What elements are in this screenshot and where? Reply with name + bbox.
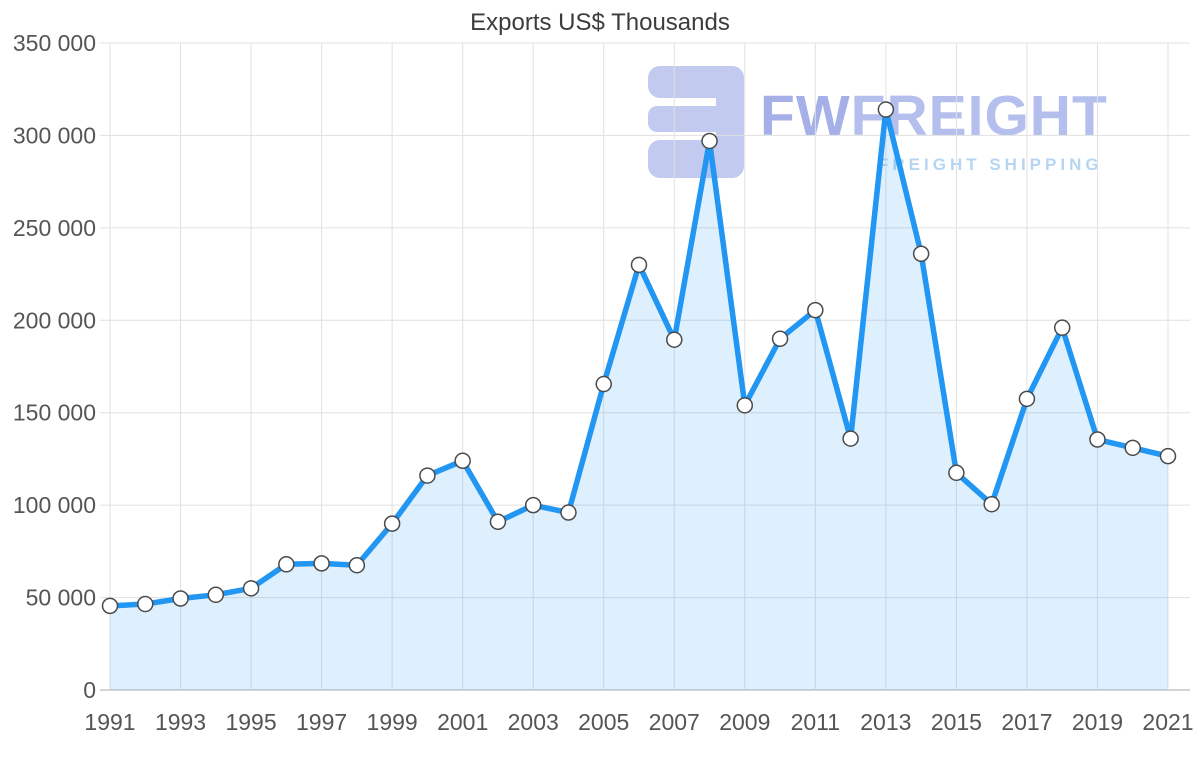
x-tick-label: 2015 (931, 709, 982, 735)
data-point-marker (383, 515, 401, 532)
data-point-markers (101, 101, 1177, 615)
x-tick-label: 2017 (1001, 709, 1052, 735)
x-tick-label: 1999 (367, 709, 418, 735)
data-point-marker (278, 556, 295, 573)
data-point-marker (454, 452, 471, 470)
x-tick-label: 2005 (578, 709, 629, 735)
x-tick-label: 1991 (84, 709, 135, 735)
x-tick-label: 1997 (296, 709, 347, 735)
data-point-marker (1053, 319, 1071, 336)
data-point-marker (842, 430, 859, 447)
data-point-marker (912, 245, 930, 262)
data-point-marker (242, 580, 260, 597)
data-point-marker (701, 132, 718, 150)
x-tick-label: 1995 (225, 709, 276, 735)
data-point-marker (736, 397, 754, 414)
data-point-marker (489, 513, 507, 531)
y-tick-label: 0 (83, 677, 96, 703)
x-tick-label: 2009 (719, 709, 770, 735)
y-tick-label: 250 000 (13, 215, 96, 241)
y-tick-label: 100 000 (13, 492, 96, 518)
data-point-marker (101, 597, 119, 615)
data-point-marker (666, 331, 683, 348)
data-point-marker (1124, 439, 1141, 457)
chart-title: Exports US$ Thousands (470, 9, 730, 36)
y-tick-label: 50 000 (26, 585, 96, 611)
y-tick-label: 300 000 (13, 122, 96, 148)
data-point-marker (348, 556, 366, 574)
x-tick-label: 2003 (508, 709, 559, 735)
x-tick-label: 2019 (1072, 709, 1123, 735)
data-point-marker (1159, 447, 1177, 465)
x-tick-label: 2001 (437, 709, 488, 735)
x-tick-label: 1993 (155, 709, 206, 735)
data-point-marker (560, 504, 577, 521)
data-point-marker (207, 586, 225, 604)
data-point-marker (877, 101, 895, 118)
data-point-marker (137, 595, 154, 613)
data-point-marker (313, 555, 330, 572)
watermark-subtitle: FREIGHT SHIPPING (878, 155, 1103, 174)
x-tick-label: 2011 (791, 709, 840, 735)
data-point-marker (948, 464, 965, 482)
data-point-marker (1018, 390, 1036, 408)
area-fill (110, 109, 1168, 690)
y-tick-label: 150 000 (13, 400, 96, 426)
data-point-marker (630, 256, 648, 274)
data-point-marker (983, 495, 1000, 513)
data-point-marker (771, 330, 789, 348)
y-tick-label: 350 000 (13, 30, 96, 56)
gridlines: 0 50 000 100 000 150 000 200 000 250 000 300 0… (13, 30, 1194, 735)
data-point-marker (807, 301, 824, 319)
fwfreight-logo-icon (648, 66, 744, 178)
x-tick-label: 2021 (1142, 709, 1193, 735)
x-tick-label: 2013 (860, 709, 911, 735)
y-tick-label: 200 000 (13, 307, 96, 333)
data-point-marker (524, 496, 542, 514)
x-tick-label: 2007 (649, 709, 700, 735)
data-point-marker (419, 467, 436, 484)
data-point-marker (172, 590, 189, 607)
data-point-marker (1089, 431, 1106, 448)
data-point-marker (595, 375, 612, 393)
